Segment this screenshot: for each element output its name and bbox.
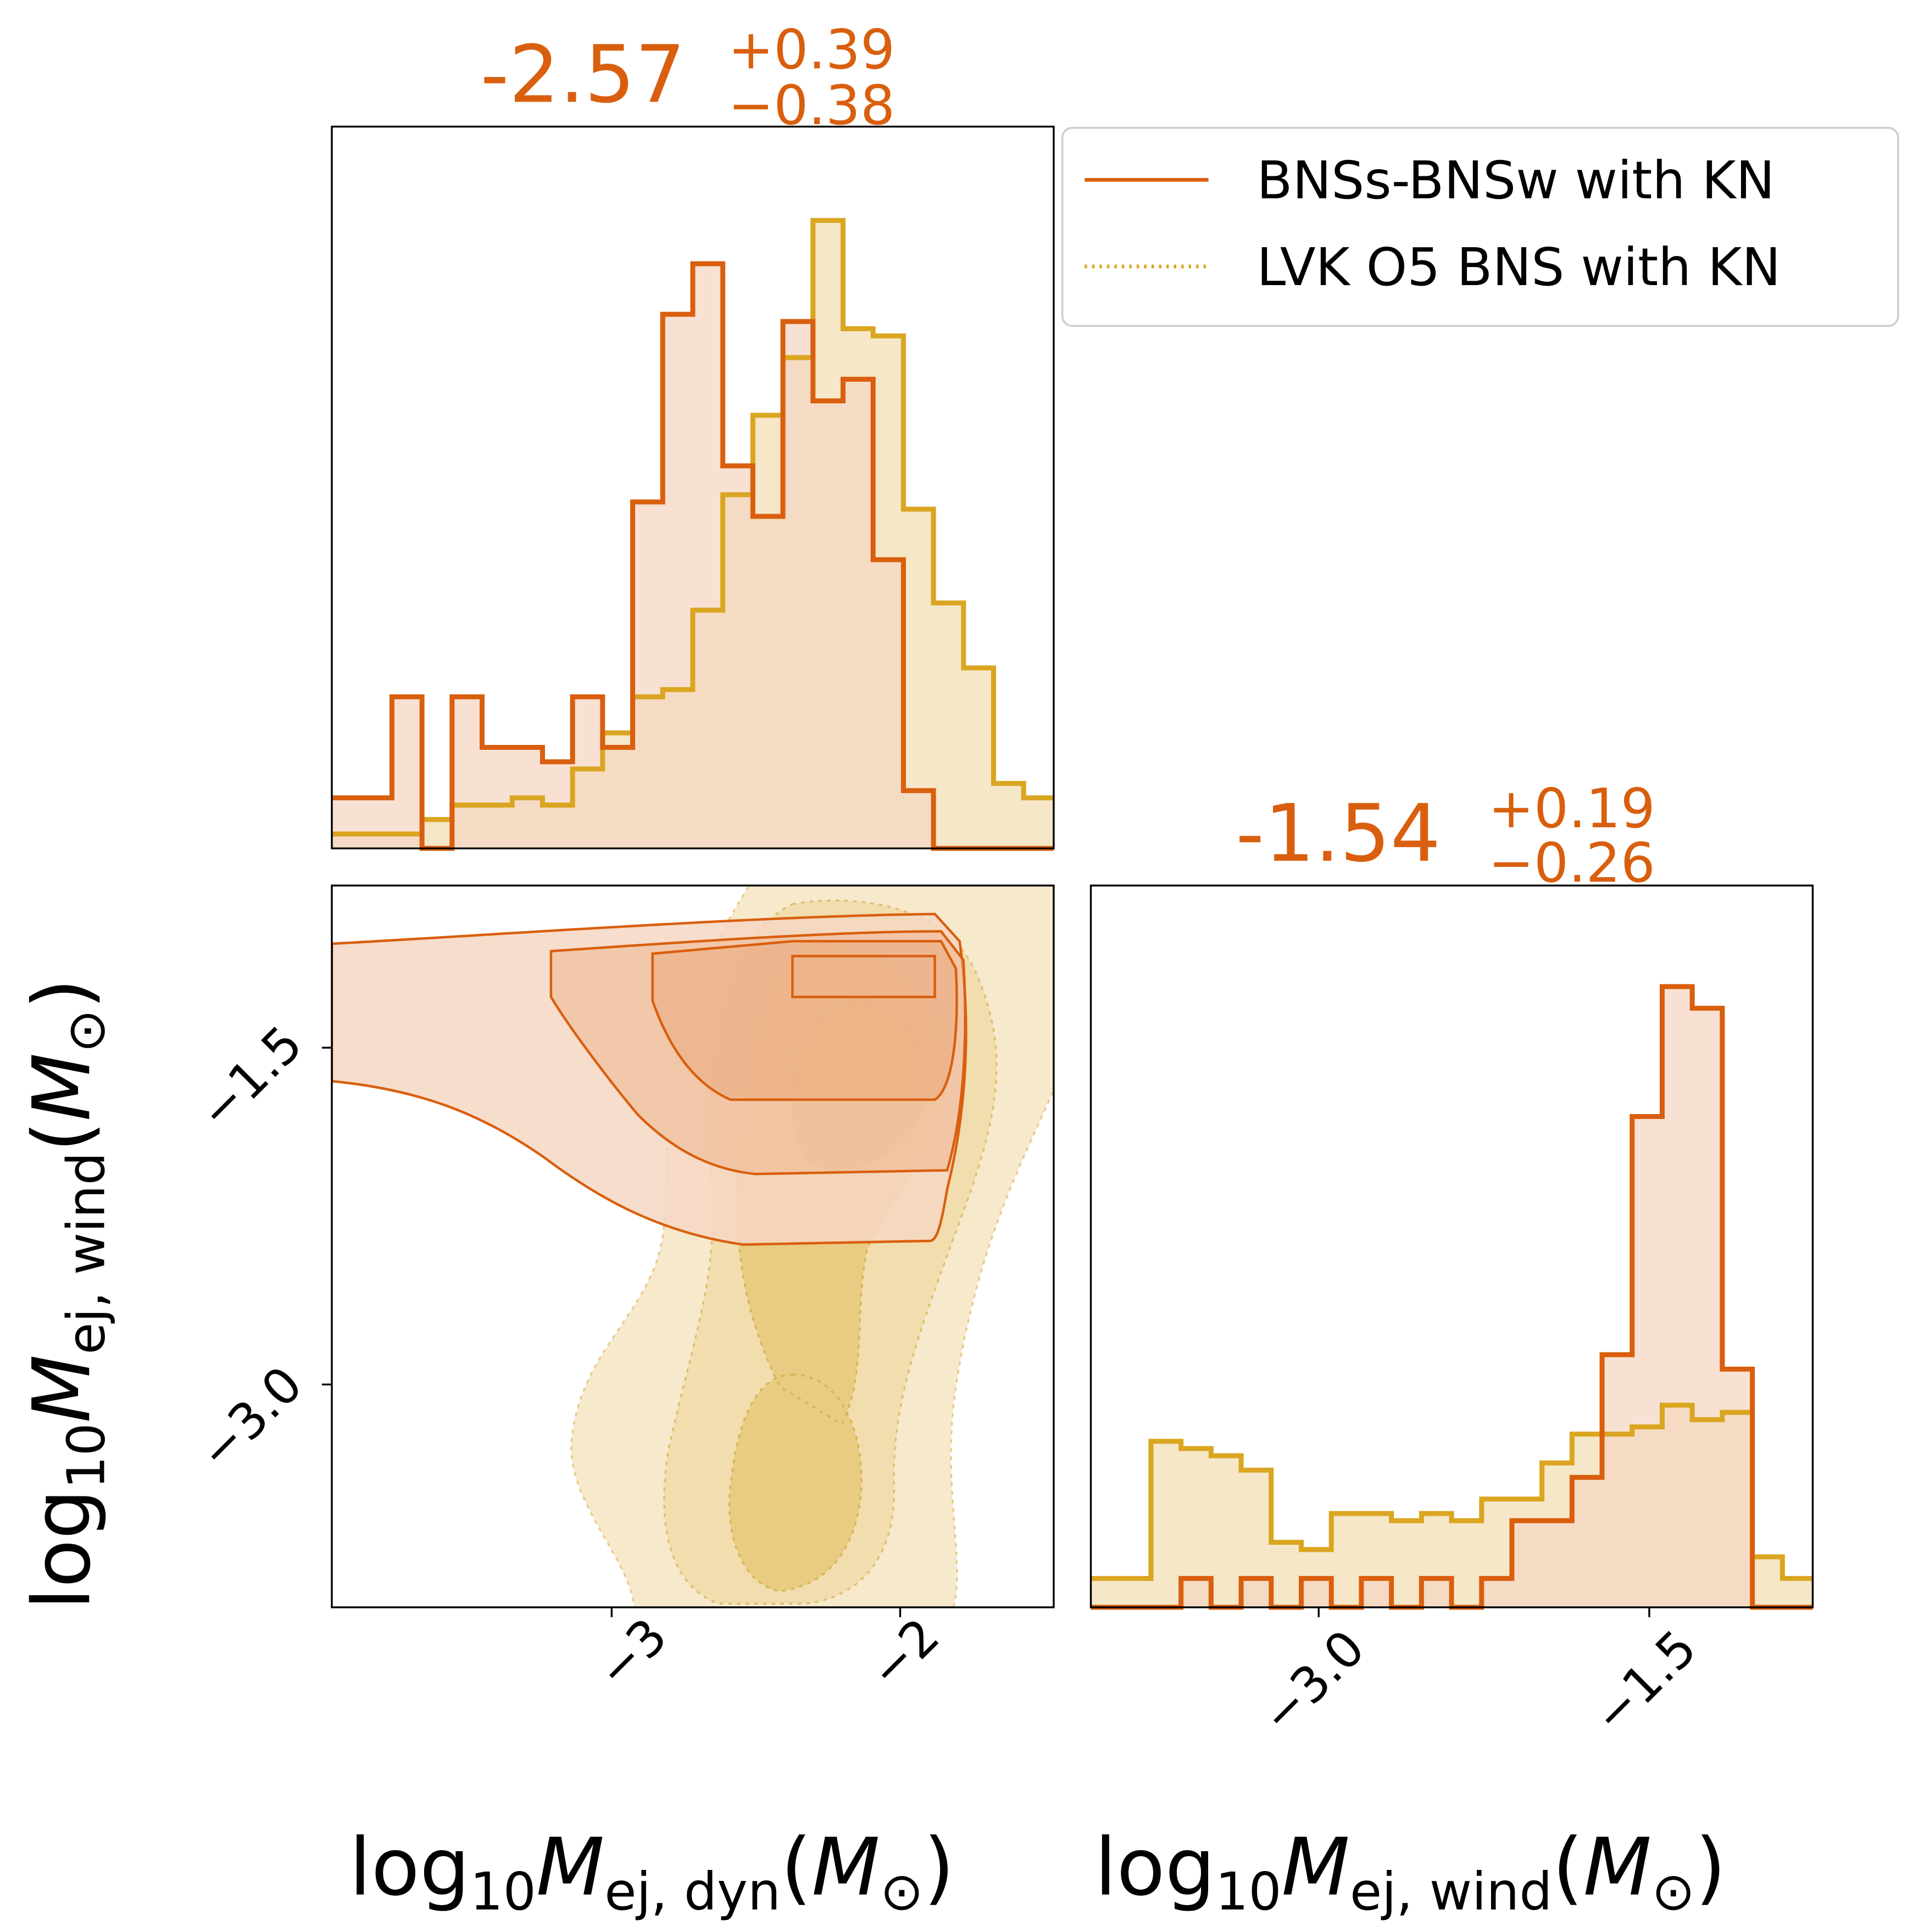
y-variable: M [16, 1355, 108, 1423]
bnss-contour-level-1.5 [549, 930, 966, 1176]
y-unit-close: ) [16, 978, 108, 1009]
hist-mej-dyn-fill-bnss [331, 264, 1054, 849]
hist-mej-dyn-outline-bnss [331, 261, 1054, 851]
hist-mej-dyn-outline-lvk [331, 218, 1054, 837]
x1-variable-subscript: ej, dyn [604, 1862, 781, 1922]
x1-variable: M [536, 1822, 604, 1914]
legend-label-lvk: LVK O5 BNS with KN [1257, 237, 1781, 298]
y-unit: M [16, 1053, 108, 1121]
x-axis-label-mej-dyn: log10Mej, dyn(M⊙) [349, 1822, 955, 1922]
marginal-histogram-mej-dyn [331, 125, 1055, 851]
x1-unit: M [811, 1822, 880, 1914]
x1-unit-close: ) [924, 1822, 954, 1914]
hist-mej-wind-outline-lvk [1091, 1402, 1813, 1581]
hist-mej-wind-outline-bnss [1091, 984, 1813, 1610]
title-minus-mej-wind: −0.26 [1488, 832, 1655, 895]
bnss-contour-set [331, 912, 967, 1246]
title-mej-wind: -1.54 +0.19 −0.26 [1236, 777, 1655, 895]
contour-frame [331, 884, 1055, 1608]
histogram-frame-mej-dyn [331, 125, 1055, 850]
y-unit-subscript: ⊙ [56, 1009, 116, 1053]
x1-log: log [349, 1822, 470, 1914]
marginal-histogram-mej-wind [1089, 884, 1814, 1610]
x2-unit-close: ) [1695, 1822, 1726, 1914]
x2-variable: M [1282, 1822, 1350, 1914]
legend-box [1061, 127, 1899, 327]
x1-unit-subscript: ⊙ [880, 1862, 924, 1922]
bnss-contour-level-0.5 [791, 955, 936, 999]
title-plus-mej-dyn: +0.39 [728, 19, 895, 82]
histogram-frame-mej-wind [1089, 884, 1814, 1608]
title-value-mej-dyn: -2.57 [480, 29, 685, 121]
legend-label-bnss: BNSs-BNSw with KN [1257, 151, 1775, 211]
title-mej-dyn: -2.57 +0.39 −0.38 [480, 19, 895, 137]
x2-variable-subscript: ej, wind [1350, 1862, 1552, 1922]
x2-log-base: 10 [1215, 1862, 1281, 1922]
bnss-contour-level-1.0 [651, 940, 958, 1101]
x2-unit: M [1583, 1822, 1651, 1914]
y-axis-label-mej-wind: log10Mej, wind(M⊙) [16, 978, 116, 1610]
x2-unit-subscript: ⊙ [1651, 1862, 1695, 1922]
title-plus-mej-wind: +0.19 [1488, 777, 1655, 840]
x2-unit-open: ( [1552, 1822, 1583, 1914]
x2-log: log [1094, 1822, 1215, 1914]
x1-log-base: 10 [470, 1862, 536, 1922]
y-variable-subscript: ej, wind [56, 1152, 116, 1354]
legend: BNSs-BNSw with KN LVK O5 BNS with KN [1061, 127, 1899, 327]
y-log: log [16, 1489, 108, 1610]
x1-unit-open: ( [781, 1822, 811, 1914]
title-minus-mej-dyn: −0.38 [728, 74, 895, 137]
joint-contour-panel: −3 −2 −1.5 −3.0 [188, 884, 1055, 1700]
title-value-mej-wind: -1.54 [1236, 788, 1441, 880]
y-log-base: 10 [56, 1423, 116, 1489]
x-axis-label-mej-wind: log10Mej, wind(M⊙) [1094, 1822, 1726, 1922]
y-unit-open: ( [16, 1121, 108, 1152]
